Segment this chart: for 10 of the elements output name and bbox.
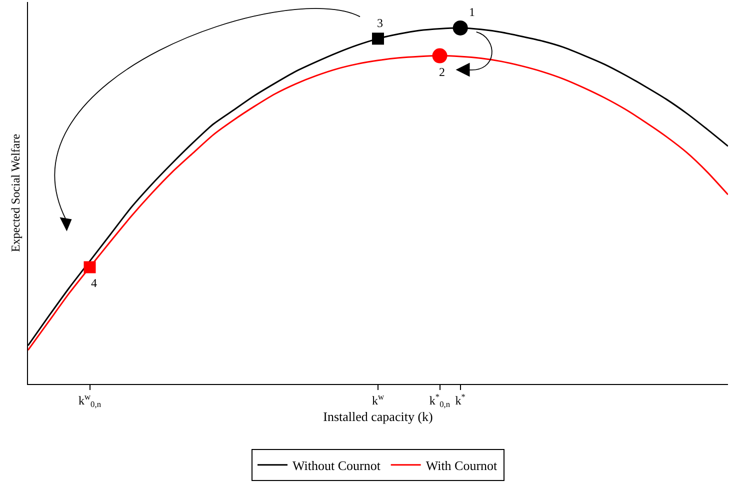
x-axis-title: Installed capacity (k) (323, 408, 433, 424)
x-tick-label: k$^{*}$ (455, 392, 466, 408)
annotation: 2 (439, 65, 445, 79)
legend-label: Without Cournot (292, 458, 381, 473)
x-tick-label: k$^{w}$ (372, 392, 385, 408)
annotation: 3 (377, 16, 383, 30)
legend-label: With Cournot (426, 458, 498, 473)
y-axis-title: Expected Social Welfare (8, 134, 22, 252)
annotation: 4 (91, 276, 97, 290)
annotation: 1 (469, 5, 475, 19)
